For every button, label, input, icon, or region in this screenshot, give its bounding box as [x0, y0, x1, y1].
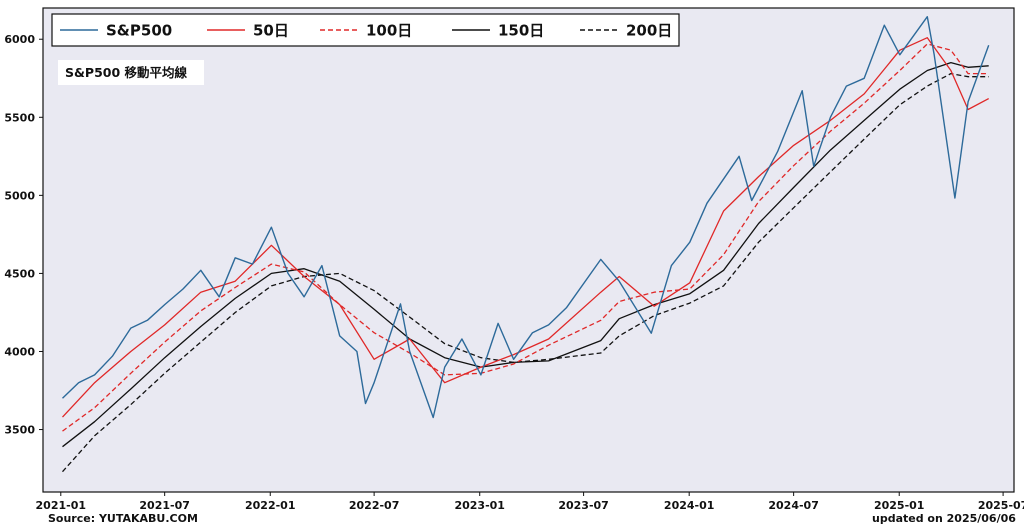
y-tick-label: 6000	[4, 33, 35, 46]
legend: S&P500 50日 100日 150日 200日	[51, 13, 680, 47]
x-tick-label: 2022-01	[245, 499, 296, 512]
series-line-0	[62, 16, 990, 419]
series-line-4	[62, 72, 989, 473]
chart-annotation: S&P500 移動平均線	[58, 60, 204, 85]
series-line-3	[62, 61, 989, 448]
plot-area	[43, 8, 1014, 492]
source-text: Source: YUTAKABU.COM	[48, 512, 198, 525]
y-tick-label: 5500	[4, 111, 35, 124]
x-tick-label: 2021-01	[36, 499, 87, 512]
x-tick-label: 2024-07	[768, 499, 819, 512]
legend-label-4: 200日	[626, 22, 672, 40]
y-tick-label: 4000	[4, 345, 35, 358]
x-tick-label: 2022-07	[349, 499, 400, 512]
legend-label-0: S&P500	[106, 22, 172, 40]
y-tick-label: 4500	[4, 267, 35, 280]
updated-text: updated on 2025/06/06	[872, 512, 1016, 525]
series-layer	[62, 16, 990, 473]
y-axis: 3500 4000 4500 5000 5500 6000	[4, 33, 43, 437]
legend-label-1: 50日	[253, 22, 289, 40]
legend-label-2: 100日	[366, 22, 412, 40]
annotation-text: S&P500 移動平均線	[65, 65, 188, 80]
y-tick-label: 3500	[4, 424, 35, 437]
x-axis: 2021-01 2021-07 2022-01 2022-07 2023-01 2023-…	[36, 492, 1024, 512]
x-tick-label: 2025-01	[874, 499, 925, 512]
legend-label-3: 150日	[498, 22, 544, 40]
y-tick-label: 5000	[4, 189, 35, 202]
x-tick-label: 2025-07	[978, 499, 1024, 512]
plot-frame	[42, 7, 1015, 493]
x-tick-label: 2023-01	[454, 499, 505, 512]
series-line-2	[62, 43, 989, 432]
x-tick-label: 2023-07	[558, 499, 609, 512]
x-tick-label: 2021-07	[139, 499, 190, 512]
x-tick-label: 2024-01	[664, 499, 715, 512]
